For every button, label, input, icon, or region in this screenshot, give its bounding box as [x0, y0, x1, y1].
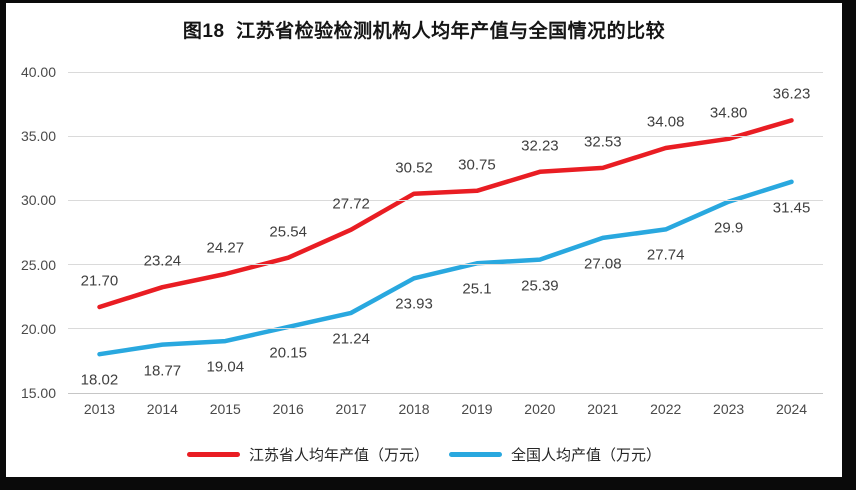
data-label: 25.39 [521, 277, 559, 295]
x-tick-label: 2024 [775, 401, 808, 417]
y-tick-label: 15.00 [20, 385, 56, 401]
legend-item-1: 全国人均产值（万元） [449, 444, 661, 465]
series-line-0 [97, 118, 794, 310]
data-label: 32.23 [521, 137, 559, 155]
data-label: 19.04 [206, 358, 245, 376]
gridline [68, 135, 823, 137]
series-line-1 [97, 179, 794, 357]
data-label: 27.72 [332, 195, 370, 213]
legend-label: 江苏省人均年产值（万元） [248, 446, 429, 464]
x-tick-label: 2020 [524, 401, 556, 417]
data-label: 27.74 [646, 246, 685, 264]
data-label: 20.15 [269, 344, 307, 362]
chart-title: 图18 江苏省检验检测机构人均年产值与全国情况的比较 [182, 21, 666, 42]
line-chart-canvas [97, 118, 794, 357]
x-tick-label: 2019 [461, 401, 493, 417]
legend-label: 全国人均产值（万元） [511, 446, 662, 464]
data-label: 25.54 [269, 223, 307, 241]
y-tick-label: 40.00 [20, 64, 56, 80]
data-label: 34.08 [646, 113, 685, 131]
gridline [68, 264, 823, 266]
y-tick-label: 35.00 [20, 128, 56, 145]
legend-item-0: 江苏省人均年产值（万元） [186, 444, 429, 465]
x-tick-label: 2017 [335, 401, 367, 417]
data-label: 23.93 [395, 295, 433, 313]
data-label: 30.52 [395, 159, 433, 177]
x-tick-label: 2023 [713, 401, 745, 417]
data-label: 32.53 [584, 133, 622, 151]
y-tick-label: 20.00 [20, 320, 56, 337]
x-axis-line [68, 392, 823, 394]
data-label: 31.45 [772, 199, 811, 217]
x-tick-label: 2014 [146, 401, 178, 417]
data-label: 18.02 [80, 371, 119, 389]
data-label: 34.80 [709, 104, 748, 122]
data-label: 36.23 [772, 85, 811, 103]
x-tick-label: 2021 [587, 401, 619, 417]
x-tick-label: 2022 [650, 401, 682, 417]
data-label: 25.1 [462, 280, 492, 298]
y-tick-label: 30.00 [20, 192, 56, 209]
data-label: 23.24 [143, 252, 182, 270]
x-tick-label: 2018 [398, 401, 430, 417]
data-label: 30.75 [458, 156, 496, 174]
data-label: 18.77 [143, 362, 182, 380]
x-tick-label: 2016 [272, 401, 304, 417]
data-label: 27.08 [584, 255, 622, 273]
x-tick-label: 2015 [209, 401, 241, 417]
plot-area: 15.00 20.00 25.00 30.00 35.00 40.00 2013 2014 20… [6, 3, 842, 477]
y-tick-label: 25.00 [20, 256, 56, 273]
data-label: 24.27 [206, 239, 245, 257]
data-label: 21.24 [332, 330, 370, 348]
x-tick-label: 2013 [83, 401, 116, 417]
legend-line-swatch [449, 451, 502, 457]
chart-legend: 江苏省人均年产值（万元） 全国人均产值（万元） [6, 444, 842, 464]
gridline [68, 199, 823, 201]
gridline [68, 328, 823, 330]
legend-line-swatch [186, 451, 240, 457]
gridline [68, 71, 823, 73]
data-label: 21.70 [80, 272, 119, 290]
document-page: 图18 江苏省检验检测机构人均年产值与全国情况的比较 15.00 20.00 25.… [6, 3, 842, 477]
data-label: 29.9 [714, 219, 744, 237]
